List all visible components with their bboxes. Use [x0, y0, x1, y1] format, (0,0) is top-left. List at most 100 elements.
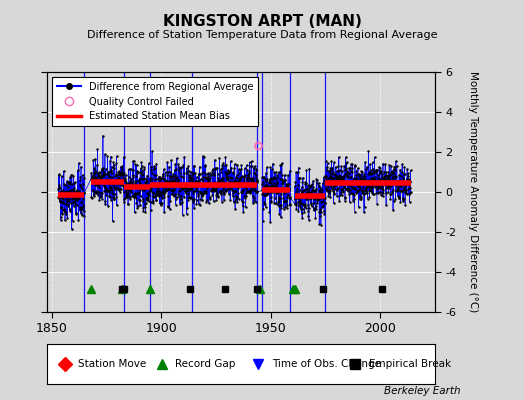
Point	[194, 170, 203, 177]
Point	[103, 171, 112, 178]
Point	[132, 172, 140, 179]
Point	[352, 177, 360, 183]
Point	[372, 178, 380, 184]
Point	[324, 178, 332, 184]
Point	[159, 176, 168, 182]
Point	[154, 191, 162, 197]
Point	[330, 200, 338, 206]
Point	[335, 167, 344, 173]
Point	[223, 175, 231, 182]
Point	[270, 199, 278, 206]
Point	[282, 202, 291, 208]
Point	[332, 182, 340, 189]
Point	[185, 174, 193, 180]
Point	[204, 176, 212, 182]
Point	[235, 176, 244, 182]
Point	[390, 181, 398, 188]
Point	[272, 190, 280, 196]
Point	[124, 192, 133, 199]
Point	[236, 167, 244, 174]
Point	[226, 158, 235, 164]
Point	[280, 199, 289, 205]
Point	[223, 170, 231, 176]
Point	[351, 163, 359, 170]
Point	[141, 200, 150, 206]
Point	[158, 200, 166, 206]
Point	[187, 186, 195, 192]
Point	[310, 200, 319, 206]
Point	[388, 168, 396, 174]
Point	[158, 191, 167, 198]
Point	[244, 181, 252, 188]
Point	[285, 181, 293, 187]
Point	[126, 194, 135, 200]
Point	[271, 188, 279, 194]
Point	[173, 179, 182, 186]
Point	[146, 175, 154, 181]
Point	[59, 187, 67, 193]
Point	[217, 180, 226, 186]
Point	[307, 201, 315, 208]
Point	[346, 181, 354, 188]
Point	[260, 187, 269, 194]
Point	[233, 194, 242, 200]
Point	[119, 180, 127, 187]
Point	[387, 163, 395, 169]
Point	[274, 189, 282, 195]
Point	[118, 178, 126, 185]
Point	[139, 205, 147, 211]
Point	[291, 183, 299, 189]
Point	[142, 180, 150, 186]
Point	[138, 187, 146, 193]
Point	[246, 189, 255, 195]
Point	[402, 178, 411, 184]
Point	[154, 192, 162, 198]
Point	[394, 184, 402, 190]
Point	[226, 197, 234, 203]
Point	[143, 190, 151, 196]
Point	[320, 174, 328, 180]
Point	[166, 179, 174, 186]
Point	[135, 178, 144, 184]
Point	[215, 188, 224, 194]
Point	[80, 189, 89, 196]
Point	[302, 188, 311, 195]
Point	[155, 174, 163, 180]
Point	[377, 178, 386, 184]
Point	[247, 158, 256, 165]
Point	[211, 156, 219, 163]
Point	[149, 198, 158, 204]
Point	[320, 208, 328, 214]
Point	[170, 174, 179, 180]
Point	[149, 200, 157, 206]
Point	[199, 188, 208, 194]
Point	[375, 183, 384, 190]
Point	[120, 170, 128, 176]
Point	[281, 198, 289, 204]
Point	[217, 188, 226, 194]
Point	[271, 169, 280, 176]
Point	[93, 146, 102, 152]
Point	[153, 188, 161, 195]
Point	[239, 173, 248, 180]
Point	[224, 166, 232, 173]
Point	[130, 193, 139, 199]
Point	[380, 175, 388, 181]
Point	[67, 192, 75, 199]
Point	[152, 176, 161, 182]
Point	[359, 173, 367, 179]
Point	[185, 194, 193, 201]
Point	[367, 179, 375, 186]
Point	[391, 172, 399, 179]
Point	[270, 174, 278, 180]
Point	[331, 177, 340, 183]
Point	[120, 198, 128, 205]
Point	[389, 170, 397, 176]
Point	[66, 179, 74, 185]
Point	[232, 179, 240, 186]
Point	[306, 183, 314, 189]
Point	[275, 196, 283, 202]
Point	[65, 179, 73, 186]
Point	[65, 194, 73, 201]
Point	[231, 206, 239, 212]
